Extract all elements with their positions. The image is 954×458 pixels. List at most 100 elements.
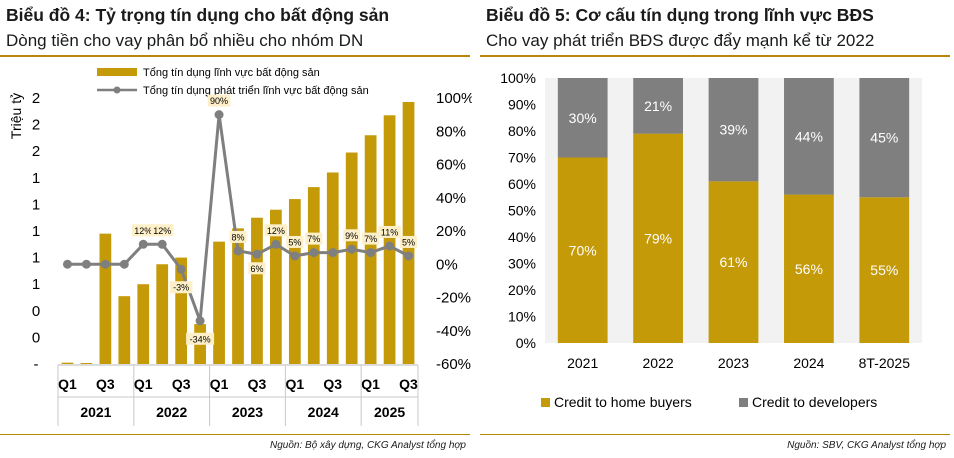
data-label-box: [150, 224, 174, 237]
y2-tick-label: -60%: [436, 356, 471, 373]
y-axis-title: Triệu tỷ: [8, 93, 24, 139]
point-credit-growth: [290, 251, 300, 261]
x-year-label: 2022: [156, 404, 187, 420]
y-tick-label: 2: [32, 117, 40, 134]
source-divider: [480, 434, 950, 435]
bar-developers: [557, 78, 608, 158]
data-label: 5%: [402, 237, 415, 247]
data-label: 11%: [381, 227, 398, 237]
x-tick-label: Q1: [58, 376, 77, 392]
data-label: 7%: [307, 234, 320, 244]
x-tick-label: Q1: [361, 376, 380, 392]
y-tick-label: 100%: [500, 70, 536, 86]
chart-subtitle: Cho vay phát triển BĐS được đẩy mạnh kể …: [486, 31, 875, 50]
data-label-box: [169, 281, 193, 294]
data-label: 90%: [210, 96, 228, 106]
point-credit-growth: [157, 239, 167, 249]
point-credit-growth: [309, 248, 319, 258]
source-note: Nguồn: SBV, CKG Analyst tổng hợp: [787, 440, 946, 451]
bar-total-credit: [156, 264, 169, 364]
y-tick-label: 1: [32, 250, 40, 267]
bar-total-credit: [80, 363, 93, 364]
bar-developers: [708, 78, 759, 182]
x-tick-label: Q3: [172, 376, 191, 392]
bar-developers: [633, 78, 683, 134]
bar-total-credit: [137, 284, 150, 364]
x-tick-label: 2023: [718, 355, 749, 371]
data-label: 8%: [231, 232, 244, 242]
x-year-label: 2024: [308, 404, 339, 420]
data-label-developers: 39%: [719, 122, 747, 138]
data-label-box: [207, 94, 231, 107]
y-tick-label: 1: [32, 196, 40, 213]
legend-label-total-credit: Tổng tín dụng lĩnh vực bất động sản: [143, 67, 320, 79]
data-label-box: [400, 235, 418, 248]
bar-home-buyers: [633, 133, 683, 343]
x-tick-label: 2022: [643, 355, 674, 371]
y-tick-label: 40%: [508, 229, 536, 245]
legend-label-growth: Tổng tín dụng phát triển lĩnh vực bất độ…: [143, 85, 369, 97]
y-tick-label: 60%: [508, 176, 536, 192]
point-credit-growth: [119, 259, 129, 269]
data-label: 7%: [364, 234, 377, 244]
bar-total-credit: [99, 233, 112, 364]
data-label-home-buyers: 55%: [870, 262, 898, 278]
chart-panel-credit-share: Biểu đồ 4: Tỷ trọng tín dụng cho bất độn…: [0, 0, 472, 458]
x-tick-label: Q3: [96, 376, 115, 392]
point-credit-growth: [195, 316, 205, 326]
data-label-box: [229, 230, 247, 243]
data-label-developers: 30%: [569, 110, 597, 126]
legend-marker-growth: [113, 86, 121, 94]
point-credit-growth: [214, 110, 224, 120]
y-tick-label: 2: [32, 143, 40, 160]
y2-tick-label: 0%: [436, 256, 458, 273]
bar-home-buyers: [859, 197, 910, 343]
title-divider: [0, 55, 470, 57]
bar-total-credit: [175, 257, 188, 364]
bar-developers: [859, 78, 910, 198]
stacked-bar-chart: 0% 10% 20% 30% 40% 50% 60% 70% 80% 90% 100% 70% 30% 2…: [500, 70, 922, 410]
point-credit-growth: [176, 264, 186, 274]
bar-home-buyers: [557, 157, 608, 343]
bar-total-credit: [232, 228, 244, 364]
point-credit-growth: [404, 251, 414, 261]
x-tick-label: 8T-2025: [859, 355, 911, 371]
y-tick-label: 30%: [508, 256, 536, 272]
data-label: 12%: [134, 226, 152, 236]
point-credit-growth: [252, 249, 262, 259]
x-year-label: 2023: [232, 404, 263, 420]
bar-total-credit: [326, 172, 339, 364]
data-label-developers: 45%: [870, 130, 898, 146]
bar-total-credit: [61, 362, 74, 364]
data-label: 5%: [288, 237, 301, 247]
data-label-box: [264, 224, 288, 237]
data-label-developers: 44%: [795, 128, 823, 144]
point-credit-growth: [347, 244, 357, 254]
legend-swatch-total-credit: [97, 68, 137, 76]
data-label-box: [248, 262, 266, 275]
x-tick-label: Q1: [210, 376, 229, 392]
data-label-box: [186, 332, 215, 345]
bar-developers: [784, 78, 834, 195]
chart-title: Biểu đồ 4: Tỷ trọng tín dụng cho bất độn…: [6, 5, 390, 25]
y-tick-label: 1: [32, 276, 40, 293]
data-label-developers: 21%: [644, 98, 672, 114]
y-tick-label: 0: [32, 329, 40, 346]
x-tick-label: Q1: [134, 376, 153, 392]
point-credit-growth: [385, 241, 395, 251]
point-credit-growth: [366, 248, 376, 258]
y-tick-label: 70%: [508, 150, 536, 166]
x-tick-label: 2021: [567, 355, 598, 371]
source-divider: [0, 434, 470, 435]
data-label: 12%: [267, 226, 285, 236]
legend-swatch-developers: [739, 398, 748, 407]
bar-total-credit: [402, 101, 415, 365]
data-label-home-buyers: 61%: [719, 254, 747, 270]
y2-tick-label: -40%: [436, 323, 471, 340]
point-credit-growth: [271, 239, 281, 249]
data-label-box: [362, 232, 380, 245]
x-tick-label: Q3: [323, 376, 342, 392]
y2-tick-label: 100%: [436, 90, 472, 107]
data-label-home-buyers: 79%: [644, 230, 672, 246]
bar-total-credit: [118, 296, 131, 364]
